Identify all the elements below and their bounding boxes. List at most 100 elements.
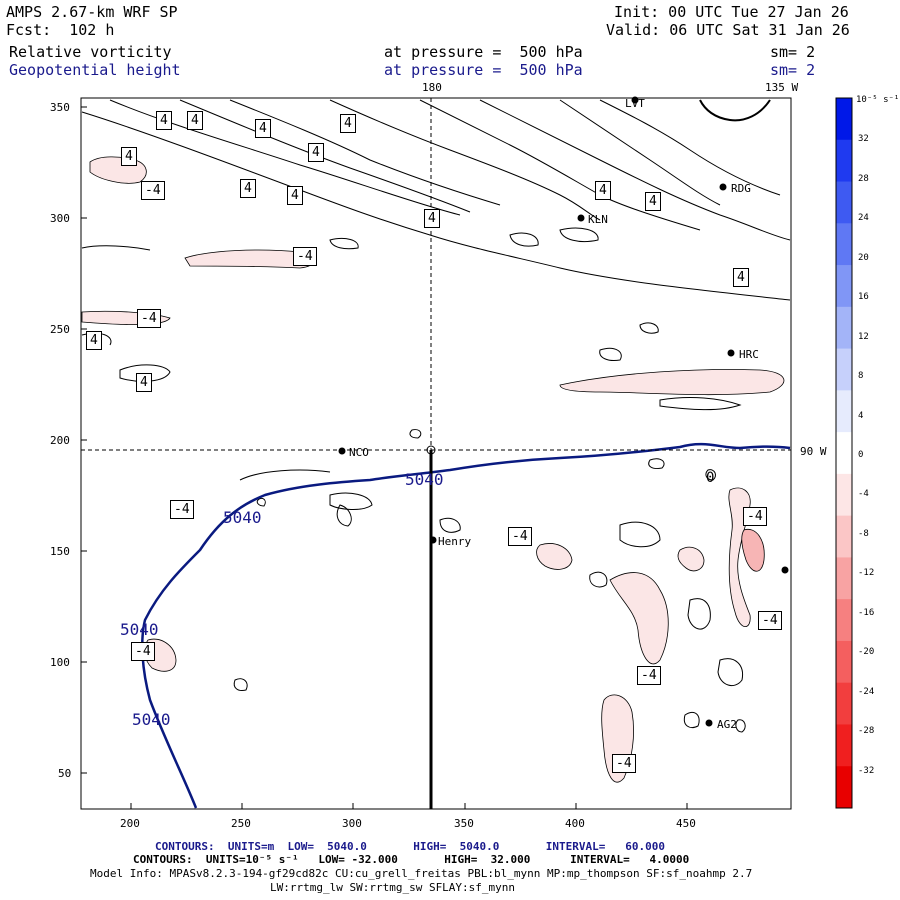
vort-label: 4 [187, 111, 203, 130]
colorbar-label: 4 [858, 410, 864, 421]
footer-model-info: Model Info: MPASv8.2.3-194-gf29cd82c CU:… [90, 867, 753, 880]
vort-label-neg: -4 [170, 500, 194, 519]
colorbar-frame [835, 97, 853, 809]
x-tick-300: 300 [342, 817, 362, 830]
footer-vort-contours: CONTOURS: UNITS=10⁻⁵ s⁻¹ LOW= -32.000 HI… [133, 853, 690, 866]
vort-label-neg: -4 [293, 247, 317, 266]
field1-name: Relative vorticity [9, 43, 172, 61]
vort-label: 4 [136, 373, 152, 392]
y-tick-300: 300 [50, 212, 70, 225]
colorbar-segment [836, 223, 852, 266]
colorbar-label: -16 [858, 607, 875, 618]
vort-label: 4 [121, 147, 137, 166]
station-lvt: LVT [625, 97, 645, 110]
colorbar-segment [836, 348, 852, 391]
vort-label: 4 [287, 186, 303, 205]
colorbar [836, 98, 852, 809]
y-tick-100: 100 [50, 656, 70, 669]
x-tick-450: 450 [676, 817, 696, 830]
colorbar-segment [836, 682, 852, 725]
station-dots [338, 96, 789, 727]
field2-smoothing: sm= 2 [770, 61, 816, 79]
colorbar-label: -8 [858, 528, 869, 539]
field2-level: at pressure = 500 hPa [384, 61, 583, 79]
colorbar-label: 12 [858, 331, 869, 342]
colorbar-segment [836, 390, 852, 433]
colorbar-label: 16 [858, 292, 869, 303]
colorbar-segment [836, 640, 852, 684]
station-hrc: HRC [739, 348, 759, 361]
vort-label: 4 [308, 143, 324, 162]
station-ag2: AG2 [717, 718, 737, 731]
colorbar-segment [836, 766, 852, 809]
vort-label-neg: -4 [141, 181, 165, 200]
vort-label: 4 [424, 209, 440, 228]
station-henry: Henry [438, 535, 472, 548]
y-tick-150: 150 [50, 545, 70, 558]
colorbar-segment [836, 724, 852, 767]
vort-label-neg: -4 [637, 666, 661, 685]
colorbar-segment [836, 265, 852, 308]
station-rdg: RDG [731, 182, 751, 195]
vort-label: 4 [255, 119, 271, 138]
pole-marker [426, 445, 436, 455]
station-nco: NCO [349, 446, 369, 459]
colorbar-label: 0 [858, 450, 864, 460]
field1-smoothing: sm= 2 [770, 43, 816, 61]
plot-frame [80, 97, 792, 810]
height-label-3: 5040 [120, 620, 159, 639]
vort-label: 4 [595, 181, 611, 200]
vort-label: 4 [86, 331, 102, 350]
colorbar-label: -24 [858, 686, 875, 697]
vort-label-neg: -4 [137, 309, 161, 328]
vort-label-neg: -4 [743, 507, 767, 526]
colorbar-label: -20 [858, 647, 875, 658]
colorbar-label: 32 [858, 134, 869, 145]
vort-label: 4 [733, 268, 749, 287]
colorbar-segment [836, 432, 852, 475]
lon-label-180: 180 [422, 81, 442, 94]
vort-label: 4 [340, 114, 356, 133]
y-tick-350: 350 [50, 101, 70, 114]
vort-label: 4 [156, 111, 172, 130]
y-tick-250: 250 [50, 323, 70, 336]
valid-time: Valid: 06 UTC Sat 31 Jan 26 [606, 21, 850, 39]
x-tick-400: 400 [565, 817, 585, 830]
y-tick-200: 200 [50, 434, 70, 447]
colorbar-label: -32 [858, 765, 875, 776]
colorbar-segment [836, 557, 852, 600]
colorbar-label: -4 [858, 489, 869, 500]
vort-label-neg: -4 [612, 754, 636, 773]
vort-label: 4 [240, 179, 256, 198]
init-time: Init: 00 UTC Tue 27 Jan 26 [614, 3, 849, 21]
colorbar-segment [836, 98, 852, 141]
colorbar-segment [836, 306, 852, 350]
vort-label-neg: -4 [131, 642, 155, 661]
axis-ticks [81, 106, 688, 809]
positive-vorticity-contours [81, 99, 791, 733]
vort-label-neg: -4 [508, 527, 532, 546]
height-label-1: 5040 [405, 470, 444, 489]
x-tick-350: 350 [454, 817, 474, 830]
field2-name: Geopotential height [9, 61, 181, 79]
colorbar-label: -28 [858, 726, 875, 737]
colorbar-segment [836, 473, 852, 517]
field1-level: at pressure = 500 hPa [384, 43, 583, 61]
forecast-hour: Fcst: 102 h [6, 21, 115, 39]
lon-label-135w: 135 W [765, 81, 799, 94]
zero-contour-label: 0 [706, 470, 715, 486]
colorbar-segment [836, 599, 852, 642]
colorbar-unit: 10⁻⁵ s⁻¹ [856, 95, 900, 105]
footer-model-info-2: LW:rrtmg_lw SW:rrtmg_sw SFLAY:sf_mynn [270, 881, 516, 894]
station-kln: KLN [588, 213, 608, 226]
colorbar-segment [836, 515, 852, 558]
colorbar-label: 28 [858, 173, 869, 184]
colorbar-label: 24 [858, 213, 869, 224]
model-title: AMPS 2.67-km WRF SP [6, 3, 178, 21]
footer-height-contours: CONTOURS: UNITS=m LOW= 5040.0 HIGH= 5040… [155, 840, 665, 853]
height-label-4: 5040 [132, 710, 171, 729]
vort-label-neg: -4 [758, 611, 782, 630]
height-label-2: 5040 [223, 508, 262, 527]
x-tick-250: 250 [231, 817, 251, 830]
